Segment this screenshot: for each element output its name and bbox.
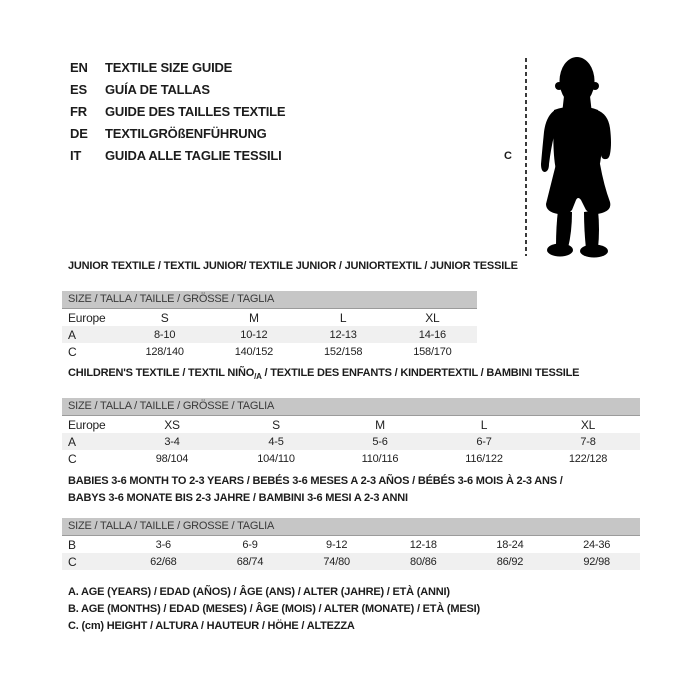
language-code: ES	[70, 82, 87, 97]
language-code: FR	[70, 104, 87, 119]
height-cell: 80/86	[410, 555, 437, 568]
language-label: GUIDA ALLE TAGLIE TESSILI	[105, 148, 282, 163]
height-measure-line	[525, 58, 527, 256]
junior-table: Europe S M L XL A 8-10 10-12 12-13 14-16…	[62, 309, 477, 360]
children-title-part: CHILDREN'S TEXTILE / TEXTIL NIÑO	[68, 367, 255, 379]
height-cell: 98/104	[155, 452, 189, 465]
children-section-title: CHILDREN'S TEXTILE / TEXTIL NIÑO/A / TEX…	[68, 367, 580, 382]
language-code: IT	[70, 148, 82, 163]
language-row-fr: FR GUIDE DES TAILLES TEXTILE	[70, 101, 286, 123]
height-cell: 62/68	[150, 555, 177, 568]
children-table: Europe XS S M L XL A 3-4 4-5 5-6 6-7 7-8…	[62, 416, 640, 467]
age-cell: 7-8	[580, 435, 596, 448]
height-measure-label: C	[504, 150, 512, 162]
legend-line-c: C. (cm) HEIGHT / ALTURA / HAUTEUR / HÖHE…	[68, 620, 355, 632]
age-cell: 12-18	[409, 538, 437, 551]
height-cell: 110/116	[361, 452, 399, 465]
age-cell: 9-12	[326, 538, 348, 551]
language-row-en: EN TEXTILE SIZE GUIDE	[70, 57, 285, 79]
children-title-part: / TEXTILE DES ENFANTS / KINDERTEXTIL / B…	[261, 367, 580, 379]
height-cell: 86/92	[496, 555, 524, 568]
age-cell: 24-36	[583, 538, 611, 551]
size-cell: L	[480, 417, 488, 432]
row-label: C	[68, 554, 77, 569]
language-row-it: IT GUIDA ALLE TAGLIE TESSILI	[70, 145, 285, 167]
age-cell: 8-10	[154, 328, 176, 341]
size-cell: XS	[164, 417, 180, 432]
language-code: DE	[70, 126, 88, 141]
table-row-age: A 8-10 10-12 12-13 14-16	[62, 326, 477, 343]
row-label: Europe	[68, 310, 106, 325]
size-table-header: SIZE / TALLA / TAILLE / GRÖSSE / TAGLIA	[62, 291, 477, 309]
language-label: GUÍA DE TALLAS	[105, 82, 210, 97]
baby-figure: C	[500, 52, 645, 264]
language-list: EN TEXTILE SIZE GUIDE ES GUÍA DE TALLAS …	[70, 57, 286, 167]
language-row-es: ES GUÍA DE TALLAS	[70, 79, 285, 101]
table-row-age-months: B 3-6 6-9 9-12 12-18 18-24 24-36	[62, 536, 640, 553]
table-row-height: C 128/140 140/152 152/158 158/170	[62, 343, 477, 360]
height-cell: 152/158	[323, 345, 363, 358]
junior-section-title: JUNIOR TEXTILE / TEXTIL JUNIOR/ TEXTILE …	[68, 260, 518, 272]
language-label: GUIDE DES TAILLES TEXTILE	[105, 104, 286, 119]
height-cell: 74/80	[323, 555, 350, 568]
size-cell: S	[160, 310, 169, 325]
table-row-height: C 62/68 68/74 74/80 80/86 86/92 92/98	[62, 553, 640, 570]
size-cell: L	[339, 310, 347, 325]
babies-title-line2: BABYS 3-6 MONATE BIS 2-3 JAHRE / BAMBINI…	[68, 492, 408, 504]
age-cell: 10-12	[240, 328, 268, 341]
size-cell: S	[272, 417, 280, 432]
age-cell: 12-13	[329, 328, 357, 341]
height-cell: 116/122	[465, 452, 503, 465]
height-cell: 128/140	[145, 345, 184, 358]
babies-size-table: SIZE / TALLA / TAILLE / GROSSE / TAGLIA …	[62, 518, 640, 570]
junior-size-table: SIZE / TALLA / TAILLE / GRÖSSE / TAGLIA …	[62, 291, 477, 360]
age-cell: 5-6	[372, 435, 388, 448]
age-cell: 3-6	[155, 538, 172, 551]
table-row-age: A 3-4 4-5 5-6 6-7 7-8	[62, 433, 640, 450]
size-cell: XL	[580, 417, 596, 432]
size-cell: M	[248, 310, 259, 325]
height-cell: 92/98	[583, 555, 610, 568]
height-cell: 68/74	[236, 555, 264, 568]
height-cell: 104/110	[257, 452, 295, 465]
age-cell: 4-5	[268, 435, 284, 448]
table-row-height: C 98/104 104/110 110/116 116/122 122/128	[62, 450, 640, 467]
row-label: A	[68, 327, 76, 342]
size-table-header: SIZE / TALLA / TAILLE / GROSSE / TAGLIA	[62, 518, 640, 536]
age-cell: 6-9	[242, 538, 258, 551]
row-label: Europe	[68, 417, 106, 432]
age-cell: 3-4	[164, 435, 180, 448]
row-label: C	[68, 344, 77, 359]
language-code: EN	[70, 60, 88, 75]
row-label: A	[68, 434, 76, 449]
size-cell: M	[375, 417, 385, 432]
language-label: TEXTILGRÖßENFÜHRUNG	[105, 126, 267, 141]
size-cell: XL	[425, 310, 440, 325]
table-row-europe: Europe XS S M L XL	[62, 416, 640, 433]
height-cell: 140/152	[234, 345, 274, 358]
language-row-de: DE TEXTILGRÖßENFÜHRUNG	[70, 123, 285, 145]
row-label: B	[68, 537, 76, 552]
measurement-legend: A. AGE (YEARS) / EDAD (AÑOS) / ÂGE (ANS)…	[68, 584, 480, 635]
babies-section-title: BABIES 3-6 MONTH TO 2-3 YEARS / BEBÉS 3-…	[68, 473, 563, 507]
babies-table: B 3-6 6-9 9-12 12-18 18-24 24-36 C 62/68…	[62, 536, 640, 570]
children-size-table: SIZE / TALLA / TAILLE / GRÖSSE / TAGLIA …	[62, 398, 640, 467]
legend-line-a: A. AGE (YEARS) / EDAD (AÑOS) / ÂGE (ANS)…	[68, 586, 450, 598]
row-label: C	[68, 451, 77, 466]
size-table-header: SIZE / TALLA / TAILLE / GRÖSSE / TAGLIA	[62, 398, 640, 416]
age-cell: 14-16	[418, 328, 446, 341]
language-label: TEXTILE SIZE GUIDE	[105, 60, 233, 75]
babies-title-line1: BABIES 3-6 MONTH TO 2-3 YEARS / BEBÉS 3-…	[68, 475, 563, 487]
table-row-europe: Europe S M L XL	[62, 309, 477, 326]
legend-line-b: B. AGE (MONTHS) / EDAD (MESES) / ÂGE (MO…	[68, 603, 480, 615]
height-cell: 158/170	[413, 345, 452, 358]
baby-silhouette-icon	[541, 57, 611, 258]
height-cell: 122/128	[568, 452, 608, 465]
children-title-sub: /A	[254, 372, 262, 382]
age-cell: 18-24	[496, 538, 524, 551]
age-cell: 6-7	[476, 435, 492, 448]
